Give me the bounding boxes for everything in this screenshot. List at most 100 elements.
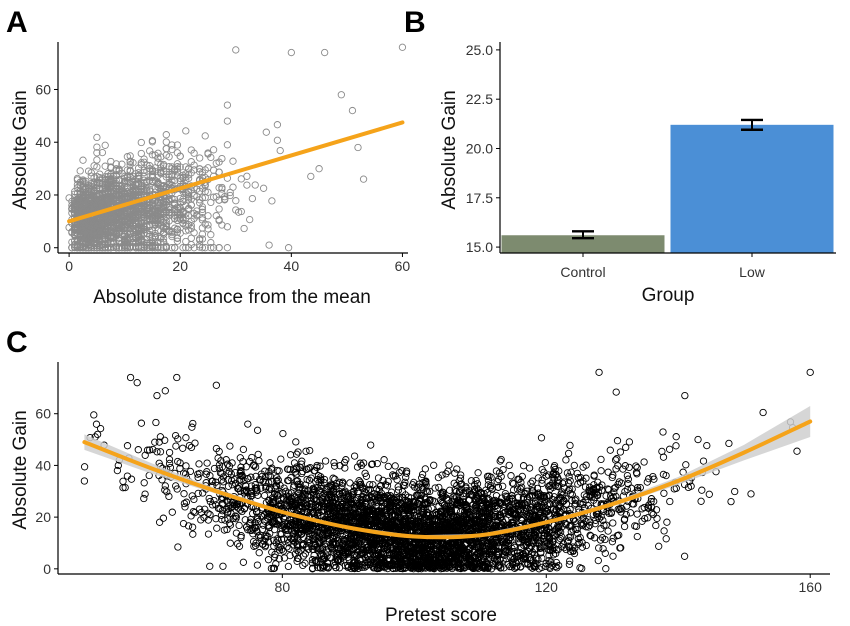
panel-a-point <box>154 154 162 162</box>
panel-a-point <box>132 243 140 251</box>
panel-a-point <box>223 141 232 149</box>
panel-a-point <box>196 154 204 162</box>
panel-a-point <box>307 172 315 181</box>
panel-a-point <box>82 196 90 205</box>
panel-a-point <box>187 201 195 209</box>
panel-a-point <box>209 146 218 154</box>
panel-a-point <box>101 162 109 170</box>
panel-c-point <box>597 455 605 464</box>
panel-a-point <box>140 158 148 166</box>
panel-a-point <box>187 234 195 242</box>
panel-b-x-tick-label: Low <box>739 264 766 280</box>
panel-a-point <box>159 167 168 175</box>
panel-c-point <box>226 521 235 529</box>
panel-a-point <box>146 147 154 155</box>
panel-c-point <box>149 445 157 454</box>
panel-c-point <box>119 477 127 485</box>
panel-a-point <box>143 186 151 194</box>
panel-a-point <box>104 180 112 189</box>
panel-c-point <box>698 486 706 494</box>
panel-a-point <box>154 204 162 212</box>
panel-a-point <box>223 101 232 109</box>
panel-c-point <box>609 519 617 527</box>
panel-c-point <box>602 565 610 573</box>
panel-a-point <box>237 175 245 183</box>
panel-a-point <box>73 224 82 233</box>
panel-a-point <box>123 244 132 252</box>
panel-c-point <box>155 518 164 526</box>
panel-a-point <box>173 237 182 245</box>
panel-a-point <box>209 166 218 174</box>
panel-a-point <box>259 184 268 192</box>
panel-a-point <box>229 157 237 165</box>
panel-a-point <box>196 243 204 251</box>
panel-a-point <box>126 157 134 165</box>
panel-a-point <box>82 244 90 252</box>
panel-a-point <box>76 167 84 175</box>
panel-c-point <box>638 505 646 513</box>
panel-c-point <box>497 455 505 464</box>
panel-c-point <box>653 514 661 523</box>
panel-a-point <box>173 149 182 157</box>
panel-a-point <box>154 198 162 207</box>
panel-a-point <box>109 240 118 248</box>
panel-a-point <box>137 138 145 147</box>
panel-c-point <box>627 484 635 492</box>
panel-a-point <box>101 195 109 204</box>
panel-a-point <box>193 211 201 219</box>
panel-a-point <box>126 191 134 199</box>
panel-a-point <box>87 205 95 213</box>
panel-c-point <box>346 479 354 487</box>
panel-c-point <box>595 544 603 552</box>
panel-a-point <box>287 48 295 57</box>
panel-a-point <box>73 244 82 252</box>
panel-c-point <box>541 458 549 467</box>
panel-a-point <box>232 46 240 54</box>
panel-c-point <box>239 558 248 566</box>
panel-a-y-tick-label: 60 <box>35 81 51 97</box>
panel-c-point <box>140 479 148 487</box>
panel-c-point <box>159 514 168 522</box>
panel-a-point <box>151 216 159 225</box>
panel-c-point <box>666 497 674 506</box>
panel-c-point <box>203 459 211 467</box>
panel-c-point <box>626 509 635 517</box>
panel-c-point <box>187 443 196 452</box>
panel-a-point <box>87 225 95 234</box>
panel-a-point <box>132 227 140 235</box>
panel-c-point <box>210 496 218 505</box>
panel-a-point <box>184 171 193 179</box>
panel-a-point <box>198 214 207 222</box>
panel-a-point <box>187 158 195 166</box>
panel-c-point <box>663 518 671 526</box>
panel-a-point <box>134 211 143 220</box>
panel-c-point <box>253 561 262 569</box>
panel-c-point <box>682 461 690 469</box>
panel-a-point <box>221 193 229 201</box>
panel-a-point <box>140 244 148 252</box>
panel-a-point <box>140 179 148 188</box>
panel-c-point <box>212 515 220 523</box>
panel-a-point <box>96 190 104 198</box>
panel-c-point <box>165 459 174 468</box>
panel-c-point <box>649 472 657 481</box>
panel-a-point <box>162 131 170 139</box>
panel-c-point <box>336 462 344 470</box>
panel-c-point <box>119 484 127 492</box>
panel-c-point <box>277 455 285 463</box>
panel-a-point <box>184 244 193 252</box>
panel-label-c: C <box>6 326 28 359</box>
panel-c-point <box>665 445 674 453</box>
panel-c-point <box>123 442 132 450</box>
panel-a-point <box>207 244 215 252</box>
panel-a-point <box>151 221 159 229</box>
panel-a-point <box>159 182 168 191</box>
panel-a-point <box>182 244 190 252</box>
panel-c-point <box>573 469 581 478</box>
panel-a-point <box>262 128 270 136</box>
panel-c-point <box>505 461 513 470</box>
panel-a-point <box>201 244 209 252</box>
panel-a-point <box>354 143 362 152</box>
panel-a-point <box>107 226 115 235</box>
